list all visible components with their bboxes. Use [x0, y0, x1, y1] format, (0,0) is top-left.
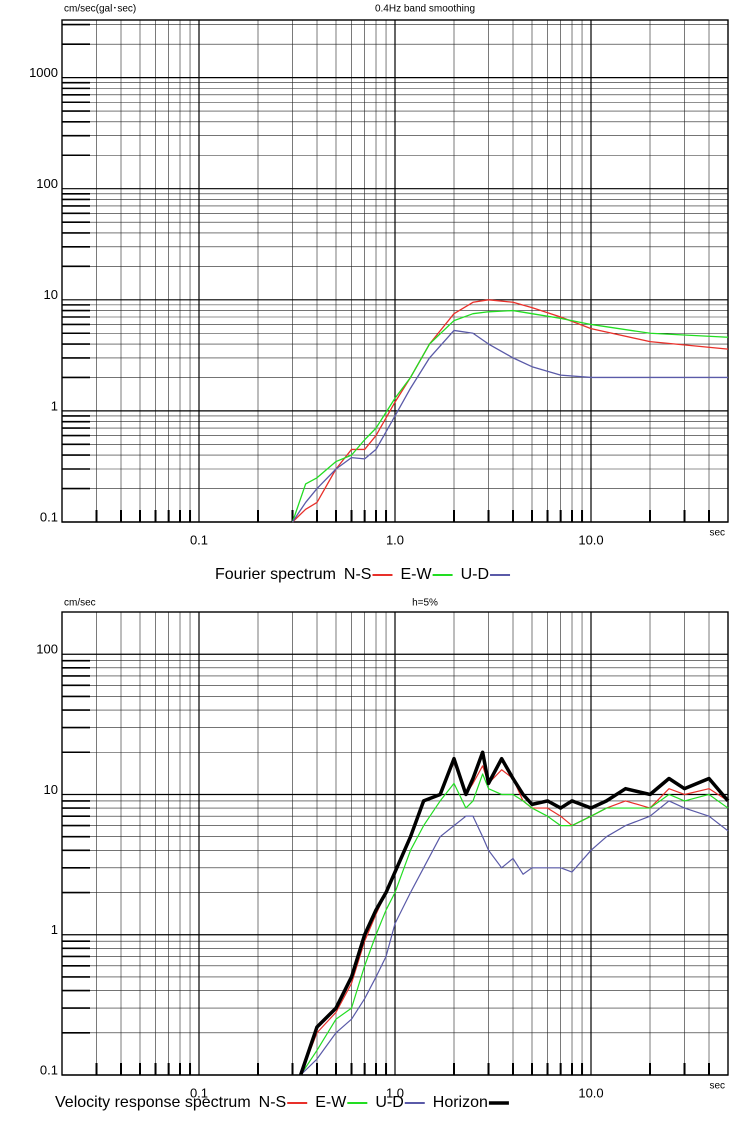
x-tick-label: 10.0: [578, 1085, 603, 1100]
subtitle: h=5%: [412, 598, 438, 609]
x-tick-label: 0.1: [190, 532, 208, 547]
plot: [62, 612, 728, 1076]
legend-title: Fourier spectrum: [215, 566, 336, 583]
plot-frame: [61, 611, 729, 1076]
y-tick-label: 1: [51, 922, 58, 937]
x-tick-label: 1.0: [386, 1085, 404, 1100]
x-axis-label: sec: [709, 528, 725, 539]
legend-label: N-S: [344, 566, 372, 583]
x-axis-label: sec: [709, 1081, 725, 1092]
y-tick-label: 10: [44, 782, 58, 797]
legend-label: N-S: [259, 1094, 287, 1111]
y-tick-label: 0.1: [40, 509, 58, 524]
legend-title: Velocity response spectrum: [55, 1094, 251, 1111]
series-line: [291, 309, 729, 523]
legend-label: E-W: [315, 1094, 347, 1111]
plot: [62, 20, 728, 523]
series-line: [291, 329, 728, 523]
series-line: [298, 750, 730, 1076]
series-line: [300, 773, 729, 1076]
y-axis-label: cm/sec: [64, 598, 96, 609]
y-tick-label: 100: [36, 642, 58, 657]
legend-label: Horizon: [433, 1094, 488, 1111]
y-tick-label: 10: [44, 287, 58, 302]
x-tick-label: 0.1: [190, 1085, 208, 1100]
series-line: [300, 800, 729, 1076]
plot-frame: [61, 19, 729, 523]
y-tick-label: 0.1: [40, 1062, 58, 1077]
y-tick-label: 100: [36, 176, 58, 191]
legend-label: U-D: [461, 566, 489, 583]
legend-label: U-D: [375, 1094, 403, 1111]
y-tick-label: 1000: [29, 65, 58, 80]
subtitle: 0.4Hz band smoothing: [375, 4, 475, 15]
y-axis-label: cm/sec(gal･sec): [64, 4, 136, 15]
legend-label: E-W: [400, 566, 432, 583]
x-tick-label: 10.0: [578, 532, 603, 547]
x-tick-label: 1.0: [386, 532, 404, 547]
y-tick-label: 1: [51, 398, 58, 413]
